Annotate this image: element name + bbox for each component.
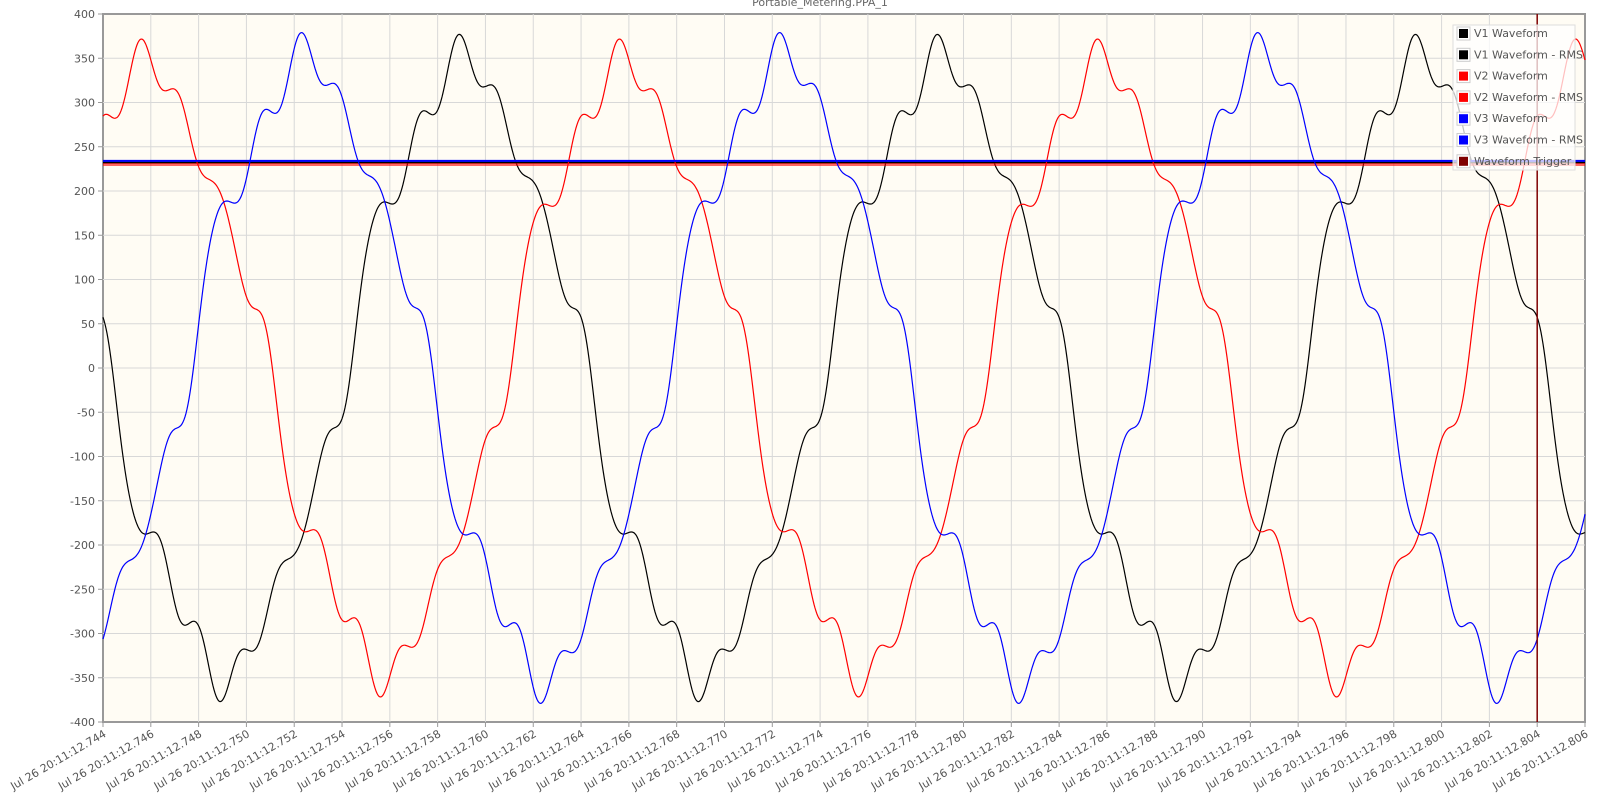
- legend[interactable]: V1 Waveform V1 Waveform - RMS V2 Waveform V…: [1452, 24, 1583, 171]
- legend-item-label: V1 Waveform - RMS: [1474, 48, 1583, 61]
- waveform-line-4: [102, 31, 1586, 705]
- y-tick-label: 50: [81, 318, 95, 331]
- legend-item-label: Waveform Trigger: [1474, 155, 1572, 168]
- legend-swatch: [1459, 71, 1468, 81]
- y-tick-label: -350: [70, 672, 95, 685]
- y-tick-label: 350: [74, 52, 95, 65]
- y-tick-label: -300: [70, 628, 95, 641]
- legend-box: [1452, 24, 1576, 171]
- chart-title: Portable_Metering.PPA_1: [752, 0, 888, 9]
- waveform-line-0: [102, 33, 1586, 703]
- legend-item-label: V2 Waveform - RMS: [1474, 91, 1583, 104]
- y-tick-label: 150: [74, 229, 95, 242]
- y-tick-label: 0: [88, 362, 95, 375]
- y-tick-label: -50: [77, 406, 95, 419]
- y-tick-label: -400: [70, 716, 95, 729]
- legend-swatch: [1459, 135, 1468, 145]
- y-tick-label: -150: [70, 495, 95, 508]
- legend-swatch: [1459, 156, 1468, 166]
- waveform-line-2: [102, 38, 1586, 698]
- legend-swatch: [1459, 50, 1468, 60]
- y-tick-label: 300: [74, 97, 95, 110]
- series-layer: [102, 14, 1586, 722]
- legend-item-label: V2 Waveform: [1474, 70, 1548, 83]
- grid: [103, 14, 1585, 722]
- y-tick-label: 200: [74, 185, 95, 198]
- y-tick-label: -100: [70, 451, 95, 464]
- y-tick-label: 100: [74, 274, 95, 287]
- legend-swatch: [1459, 114, 1468, 124]
- legend-item-label: V3 Waveform - RMS: [1474, 134, 1583, 147]
- legend-swatch: [1459, 92, 1468, 102]
- legend-swatch: [1459, 29, 1468, 38]
- y-tick-label: 250: [74, 141, 95, 154]
- y-tick-label: 400: [74, 8, 95, 21]
- legend-item-label: V1 Waveform: [1474, 27, 1548, 40]
- legend-item-label: V3 Waveform: [1474, 112, 1548, 125]
- y-tick-label: -200: [70, 539, 95, 552]
- y-tick-label: -250: [70, 583, 95, 596]
